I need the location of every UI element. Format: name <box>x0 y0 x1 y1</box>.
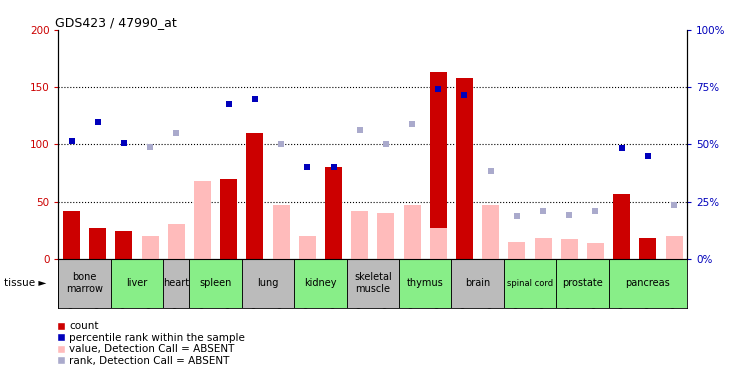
Bar <box>273 236 289 259</box>
Bar <box>482 205 499 259</box>
Bar <box>346 259 399 308</box>
Bar <box>561 239 577 259</box>
Text: pancreas: pancreas <box>626 278 670 288</box>
Bar <box>294 259 346 308</box>
Bar <box>399 259 451 308</box>
Text: bone
marrow: bone marrow <box>67 272 103 294</box>
Bar <box>194 181 211 259</box>
Bar <box>665 236 683 259</box>
Bar <box>63 211 80 259</box>
Text: tissue ►: tissue ► <box>4 278 46 288</box>
Bar <box>299 236 316 259</box>
Text: kidney: kidney <box>304 278 337 288</box>
Bar <box>508 242 526 259</box>
Text: lung: lung <box>257 278 279 288</box>
Bar <box>534 238 552 259</box>
Bar <box>111 259 163 308</box>
Bar <box>430 228 447 259</box>
Bar <box>220 179 238 259</box>
Bar <box>613 194 630 259</box>
Bar <box>451 259 504 308</box>
Bar <box>163 259 189 308</box>
Text: thymus: thymus <box>407 278 444 288</box>
Bar <box>168 224 185 259</box>
Text: heart: heart <box>163 278 189 288</box>
Bar <box>404 205 420 259</box>
Text: spleen: spleen <box>200 278 232 288</box>
Bar <box>640 238 656 259</box>
Bar <box>504 259 556 308</box>
Bar <box>142 236 159 259</box>
Bar <box>351 211 368 259</box>
Bar <box>430 72 447 259</box>
Text: brain: brain <box>465 278 491 288</box>
Bar <box>242 259 294 308</box>
Text: spinal cord: spinal cord <box>507 279 553 288</box>
Text: prostate: prostate <box>562 278 603 288</box>
Bar <box>608 259 687 308</box>
Bar <box>115 231 132 259</box>
Bar <box>325 167 342 259</box>
Bar <box>456 78 473 259</box>
Bar <box>273 205 289 259</box>
Bar <box>89 228 106 259</box>
Bar <box>587 243 604 259</box>
Text: liver: liver <box>126 278 148 288</box>
Bar <box>377 213 395 259</box>
Bar <box>58 259 111 308</box>
Bar <box>556 259 608 308</box>
Bar <box>246 133 263 259</box>
Bar <box>189 259 242 308</box>
Legend: count, percentile rank within the sample, value, Detection Call = ABSENT, rank, : count, percentile rank within the sample… <box>56 321 245 366</box>
Text: GDS423 / 47990_at: GDS423 / 47990_at <box>56 16 177 29</box>
Text: skeletal
muscle: skeletal muscle <box>354 272 392 294</box>
